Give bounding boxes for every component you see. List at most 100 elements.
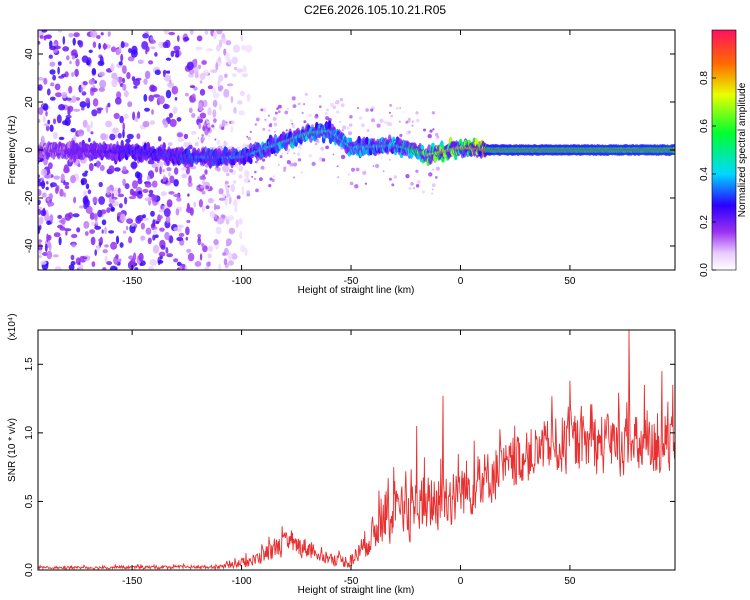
spectrogram-cell xyxy=(232,44,241,53)
spectrogram-cell xyxy=(273,175,276,178)
spectrogram-cell xyxy=(277,104,282,109)
spectrogram-cell xyxy=(38,208,41,216)
spectrogram-cell xyxy=(67,105,74,113)
spectrogram-cell xyxy=(365,136,369,145)
spectrogram-cell xyxy=(374,163,380,169)
spectrogram-cell xyxy=(181,167,188,171)
spectrogram-cell xyxy=(300,171,303,174)
spectrogram-cell xyxy=(45,186,49,191)
spectrogram-cell xyxy=(201,205,206,213)
spectrogram-cell xyxy=(351,167,355,172)
spectrogram-cell xyxy=(226,193,231,198)
spectrogram-cell xyxy=(207,85,213,90)
spectrogram-cell xyxy=(80,87,84,92)
spectrogram-cell xyxy=(105,120,113,128)
spectrogram-cell xyxy=(171,85,179,95)
spectrogram-cell xyxy=(358,116,363,120)
spectrogram-cell xyxy=(163,30,170,35)
spectrogram-cell xyxy=(245,44,253,53)
spectrogram-cell xyxy=(271,178,275,182)
spectrogram-cell xyxy=(277,110,281,114)
spectrogram-cell xyxy=(365,108,369,112)
spectrogram-cell xyxy=(318,94,322,98)
spectrogram-cell xyxy=(162,168,165,173)
spectrogram-cell xyxy=(215,226,222,235)
spectrogram-cell xyxy=(215,62,219,71)
colorbar-tick-label: 0.2 xyxy=(699,215,710,229)
spectrogram-cell xyxy=(390,114,394,118)
spectrogram-cell xyxy=(131,76,136,82)
spectrogram-cell xyxy=(253,177,257,181)
spectrogram-cell xyxy=(99,55,104,65)
spectrogram-cell xyxy=(73,32,80,38)
spectrogram-cell xyxy=(38,239,43,243)
spectrogram-cell xyxy=(47,119,51,125)
spectrogram-cell xyxy=(416,118,420,123)
spectrogram-cell xyxy=(145,227,152,235)
spectrogram-cell xyxy=(311,124,314,127)
spectrogram-cell xyxy=(44,243,48,252)
spectrogram-cell xyxy=(233,106,237,114)
spectrogram-cell xyxy=(340,154,346,160)
spectrogram-cell xyxy=(304,92,308,96)
spectrogram-cell xyxy=(176,197,182,202)
spectrogram-cell xyxy=(286,160,291,165)
spectrogram-cell xyxy=(137,190,143,195)
spectrogram-cell xyxy=(212,127,216,130)
spectrogram-cell xyxy=(402,111,405,113)
spectrogram-cell xyxy=(207,245,214,252)
spectrogram-cell xyxy=(68,264,75,270)
spectrogram-cell xyxy=(230,125,234,133)
spectrogram-cell xyxy=(147,237,152,245)
spectrogram-cell xyxy=(52,131,58,139)
spectrogram-cell xyxy=(144,70,151,80)
spectrogram-cell xyxy=(144,182,152,188)
spectrogram-cell xyxy=(53,232,61,238)
spectrogram-cell xyxy=(130,161,138,169)
spectrogram-x-axis: -150 -100 -50 0 50 xyxy=(122,30,576,287)
spectrogram-cell xyxy=(120,213,126,222)
spectrogram-cell xyxy=(122,166,127,172)
spectrogram-cell xyxy=(149,259,157,267)
colorbar-gradient xyxy=(711,29,737,271)
spectrogram-cell xyxy=(186,61,194,71)
spectrogram-cell xyxy=(346,126,350,130)
y-tick-label: 1.0 xyxy=(24,425,35,439)
spectrogram-cell xyxy=(157,260,164,264)
spectrogram-cell xyxy=(126,218,134,225)
spectrogram-cell xyxy=(160,191,167,197)
spectrogram-cell xyxy=(434,176,438,179)
spectrogram-cell xyxy=(81,91,87,96)
chart-title: C2E6.2026.105.10.21.R05 xyxy=(304,3,446,17)
spectrogram-cell xyxy=(227,215,234,221)
spectrogram-cell xyxy=(159,227,165,232)
spectrogram-cell xyxy=(431,111,436,115)
spectrogram-cell xyxy=(82,119,88,128)
spectrogram-cell xyxy=(431,188,434,191)
spectrogram-cell xyxy=(347,173,351,176)
spectrogram-cell xyxy=(197,137,200,139)
spectrogram-cell xyxy=(395,107,399,110)
spectrogram-cell xyxy=(70,175,76,184)
spectrogram-cell xyxy=(71,49,78,57)
spectrogram-cell xyxy=(225,243,230,247)
spectrogram-cell xyxy=(142,33,150,39)
spectrogram-cell xyxy=(293,176,296,179)
spectrogram-cell xyxy=(164,231,170,241)
spectrogram-cell xyxy=(214,138,217,141)
spectrogram-cell xyxy=(131,191,138,197)
spectrogram-cell xyxy=(340,103,345,108)
spectrogram-cell xyxy=(42,115,46,123)
spectrogram-cell xyxy=(90,120,93,129)
spectrogram-cell xyxy=(432,128,435,131)
spectrogram-cell xyxy=(354,184,359,189)
spectrogram-cell xyxy=(96,245,100,252)
spectrogram-cell xyxy=(52,74,56,81)
spectrogram-cell xyxy=(109,265,117,270)
spectrogram-ylabel: Frequency (Hz) xyxy=(7,116,18,185)
spectrogram-cell xyxy=(46,220,51,226)
spectrogram-cell xyxy=(257,161,259,164)
spectrogram-cell xyxy=(41,192,47,198)
spectrogram-cell xyxy=(423,128,426,132)
spectrogram-cell xyxy=(54,83,61,91)
